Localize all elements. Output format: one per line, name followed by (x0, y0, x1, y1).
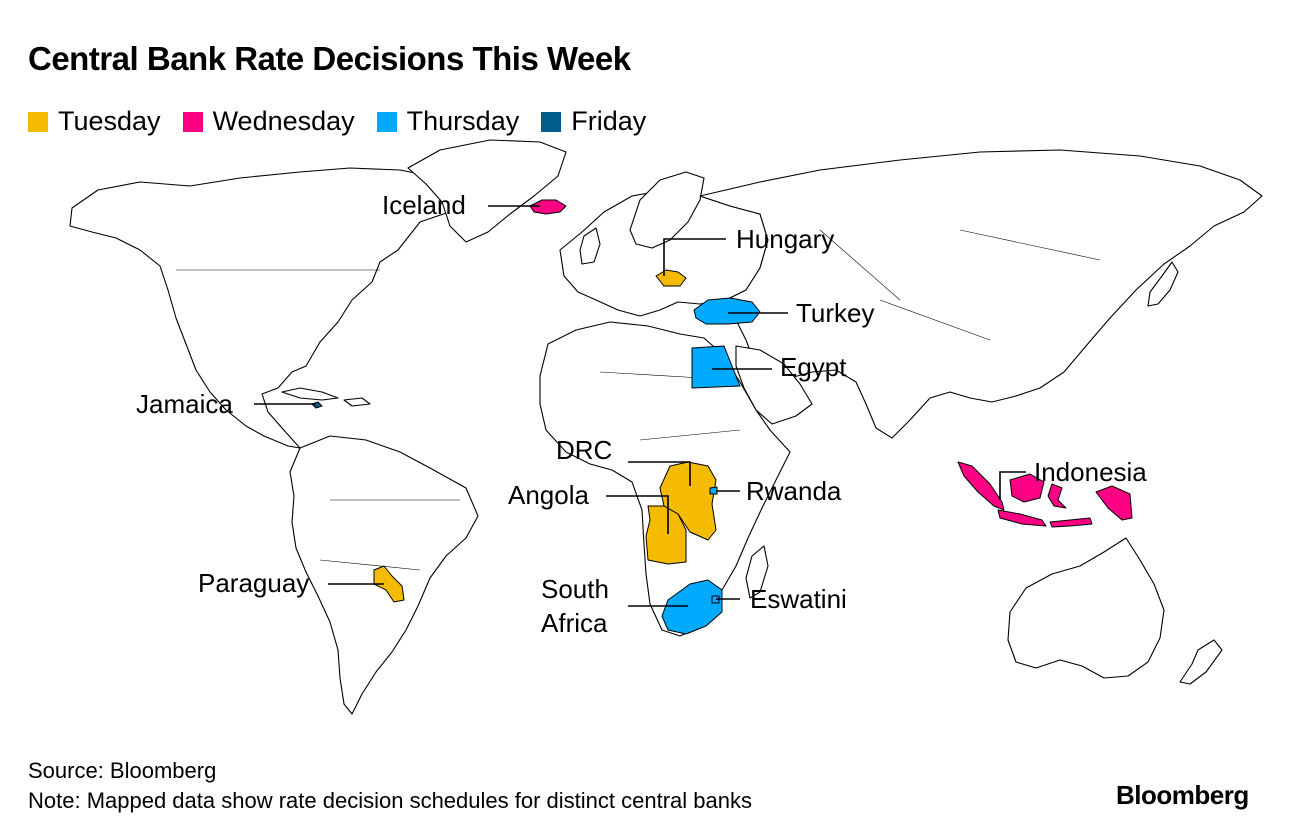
madagascar-landmass (745, 545, 769, 599)
chart-title: Central Bank Rate Decisions This Week (28, 40, 631, 77)
indonesia-sumatra (957, 461, 1005, 511)
drc-shape (659, 461, 717, 541)
legend-swatch-thursday (376, 111, 397, 132)
leader-indonesia (999, 471, 1026, 500)
paraguay-shape (373, 565, 405, 603)
rwanda-shape (709, 486, 718, 495)
legend-label-thursday: Thursday (406, 106, 520, 136)
jamaica-shape (311, 401, 323, 409)
label-eswatini: Eswatini (750, 584, 847, 614)
leader-hungary (663, 238, 726, 276)
label-south-africa-line2: Africa (541, 608, 608, 638)
uk-landmass (579, 227, 601, 265)
indonesia-sulawesi (1047, 483, 1067, 509)
label-south-africa-line1: South (541, 574, 609, 604)
legend-label-wednesday: Wednesday (212, 106, 355, 136)
indonesia-shape (957, 461, 1133, 528)
turkey-shape (693, 297, 761, 325)
legend-swatch-wednesday (182, 111, 203, 132)
label-hungary: Hungary (736, 224, 835, 254)
legend-swatch-friday (541, 111, 562, 132)
leader-angola (606, 495, 669, 534)
japan-landmass (1147, 261, 1179, 307)
footnote: Note: Mapped data show rate decision sch… (28, 788, 752, 813)
leader-drc (628, 461, 691, 486)
label-angola: Angola (508, 480, 589, 510)
label-iceland: Iceland (382, 190, 466, 220)
label-drc: DRC (556, 435, 613, 465)
indonesia-papua (1095, 485, 1133, 521)
egypt-shape (691, 345, 741, 389)
hispaniola-landmass (343, 397, 371, 407)
arabia-landmass (735, 345, 813, 425)
country-borders (176, 229, 1101, 571)
legend-label-tuesday: Tuesday (58, 106, 161, 136)
greenland-landmass (407, 139, 567, 243)
legend-swatch-tuesday (28, 111, 48, 132)
legend-item-wednesday: Wednesday (182, 106, 355, 137)
label-jamaica: Jamaica (136, 389, 233, 419)
legend: Tuesday Wednesday Thursday Friday (28, 106, 668, 137)
label-rwanda: Rwanda (746, 476, 842, 506)
north-america-landmass (69, 167, 471, 449)
cuba-landmass (281, 387, 339, 401)
indonesia-borneo (1009, 473, 1045, 503)
indonesia-islands (1049, 517, 1093, 528)
label-indonesia: Indonesia (1034, 457, 1147, 487)
legend-item-thursday: Thursday (376, 106, 520, 137)
australia-landmass (1007, 537, 1165, 679)
legend-item-friday: Friday (541, 106, 646, 137)
scandinavia-landmass (629, 171, 705, 249)
angola-shape (645, 505, 687, 565)
iceland-shape (529, 199, 567, 215)
new-zealand-landmass (1179, 639, 1223, 685)
label-egypt: Egypt (780, 352, 847, 382)
source-note: Source: Bloomberg (28, 758, 217, 783)
label-paraguay: Paraguay (198, 568, 310, 598)
eswatini-shape (711, 595, 720, 604)
legend-item-tuesday: Tuesday (28, 106, 161, 137)
south-africa-shape (661, 579, 723, 635)
bloomberg-logo: Bloomberg (1116, 780, 1249, 810)
label-turkey: Turkey (796, 298, 875, 328)
indonesia-java (997, 509, 1047, 527)
legend-label-friday: Friday (571, 106, 647, 136)
